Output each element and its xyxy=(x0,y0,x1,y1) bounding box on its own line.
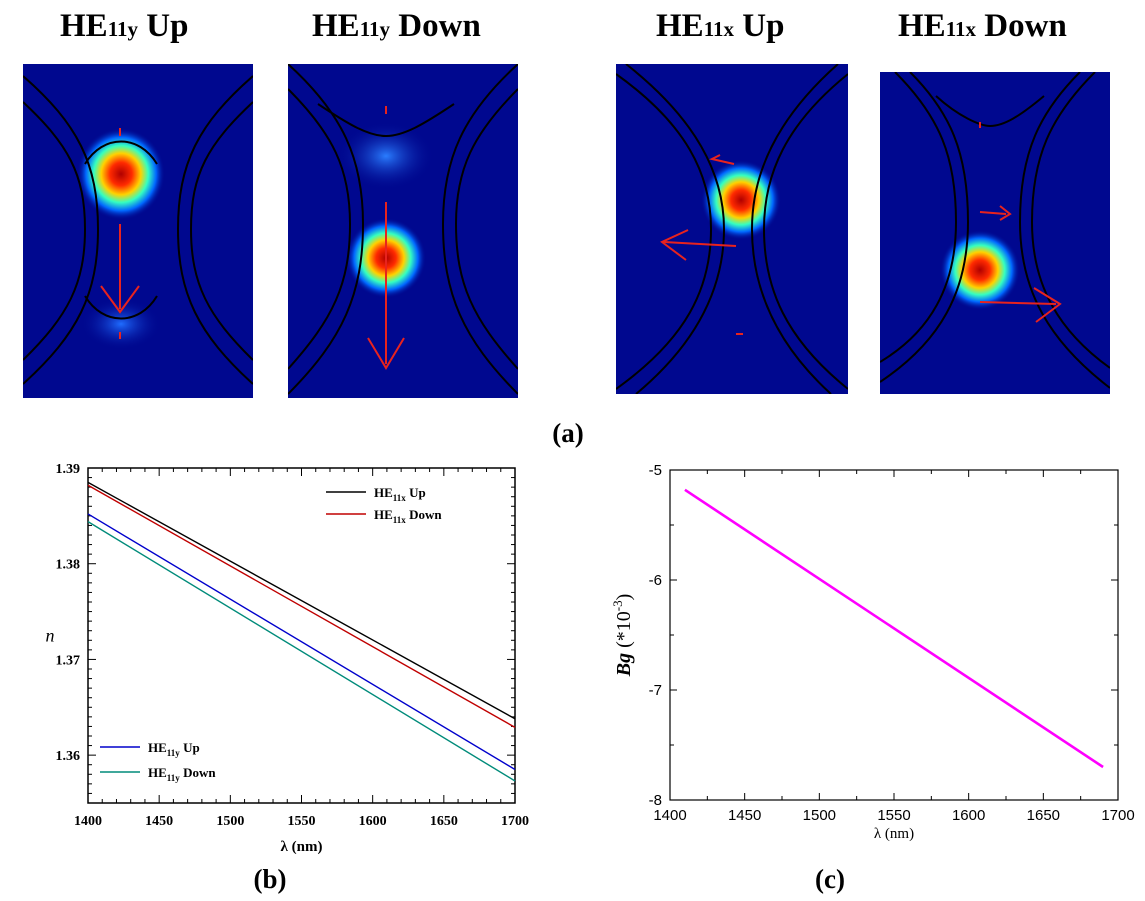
x-tick-label-b: 1450 xyxy=(145,814,173,829)
y-tick-label-b: 1.39 xyxy=(56,462,81,477)
y-tick-label-c: -8 xyxy=(649,792,662,809)
field-panel-he11y-down xyxy=(288,64,518,398)
y-tick-label-b: 1.38 xyxy=(56,558,81,573)
x-tick-label-b: 1600 xyxy=(359,814,387,829)
mode-title-he11x-up: HE11x Up xyxy=(656,8,785,44)
y-tick-label-b: 1.36 xyxy=(56,749,81,764)
x-tick-label-c: 1650 xyxy=(1027,807,1060,824)
series-line-b-3 xyxy=(87,521,516,782)
legend-he11y-down-label: HE11y Down xyxy=(148,765,216,783)
y-tick-label-c: -5 xyxy=(649,462,662,479)
x-tick-label-b: 1650 xyxy=(430,814,458,829)
x-tick-label-c: 1450 xyxy=(728,807,761,824)
x-tick-label-b: 1700 xyxy=(501,814,529,829)
caption-c: (c) xyxy=(815,864,845,894)
x-tick-label-c: 1700 xyxy=(1101,807,1134,824)
legend-he11x-up-label: HE11x Up xyxy=(374,485,426,503)
x-tick-label-c: 1500 xyxy=(803,807,836,824)
x-tick-label-b: 1550 xyxy=(288,814,316,829)
mode-title-he11y-down: HE11y Down xyxy=(312,8,481,44)
series-line-b-1 xyxy=(87,484,516,728)
y-tick-label-c: -7 xyxy=(649,682,662,699)
caption-b: (b) xyxy=(253,864,287,894)
y-tick-label-b: 1.37 xyxy=(56,653,81,668)
chart-c: 1400 1450 1500 1550 1600 1650 1700 -5 -6 -7 -8 λ (n… xyxy=(610,462,1135,842)
x-tick-label-c: 1550 xyxy=(877,807,910,824)
field-panel-he11y-up xyxy=(23,64,253,398)
x-tick-label-b: 1500 xyxy=(216,814,244,829)
series-line-b-0 xyxy=(87,481,516,720)
x-axis-label-c: λ (nm) xyxy=(874,826,914,842)
chart-b: 1400 1450 1500 1550 1600 1650 1700 1.36 1.37 1.38… xyxy=(46,462,530,855)
series-line-c-0 xyxy=(684,488,1104,769)
y-axis-label-b: n xyxy=(46,626,55,646)
x-axis-label-b: λ (nm) xyxy=(281,839,323,855)
x-tick-label-c: 1400 xyxy=(653,807,686,824)
x-tick-label-c: 1600 xyxy=(952,807,985,824)
legend-he11x-down-label: HE11x Down xyxy=(374,507,442,525)
caption-a: (a) xyxy=(552,418,584,448)
mode-title-he11x-down: HE11x Down xyxy=(898,8,1067,44)
mode-title-he11y-up: HE11y Up xyxy=(60,8,189,44)
legend-he11y-up-label: HE11y Up xyxy=(148,740,200,758)
x-tick-label-b: 1400 xyxy=(74,814,102,829)
field-panel-he11x-down xyxy=(880,72,1110,394)
field-panel-he11x-up xyxy=(616,64,848,394)
plot-frame-c xyxy=(669,469,1119,801)
y-axis-label-c: Bg (*10-3) xyxy=(610,594,635,678)
y-tick-label-c: -6 xyxy=(649,572,662,589)
series-line-b-2 xyxy=(87,513,516,771)
